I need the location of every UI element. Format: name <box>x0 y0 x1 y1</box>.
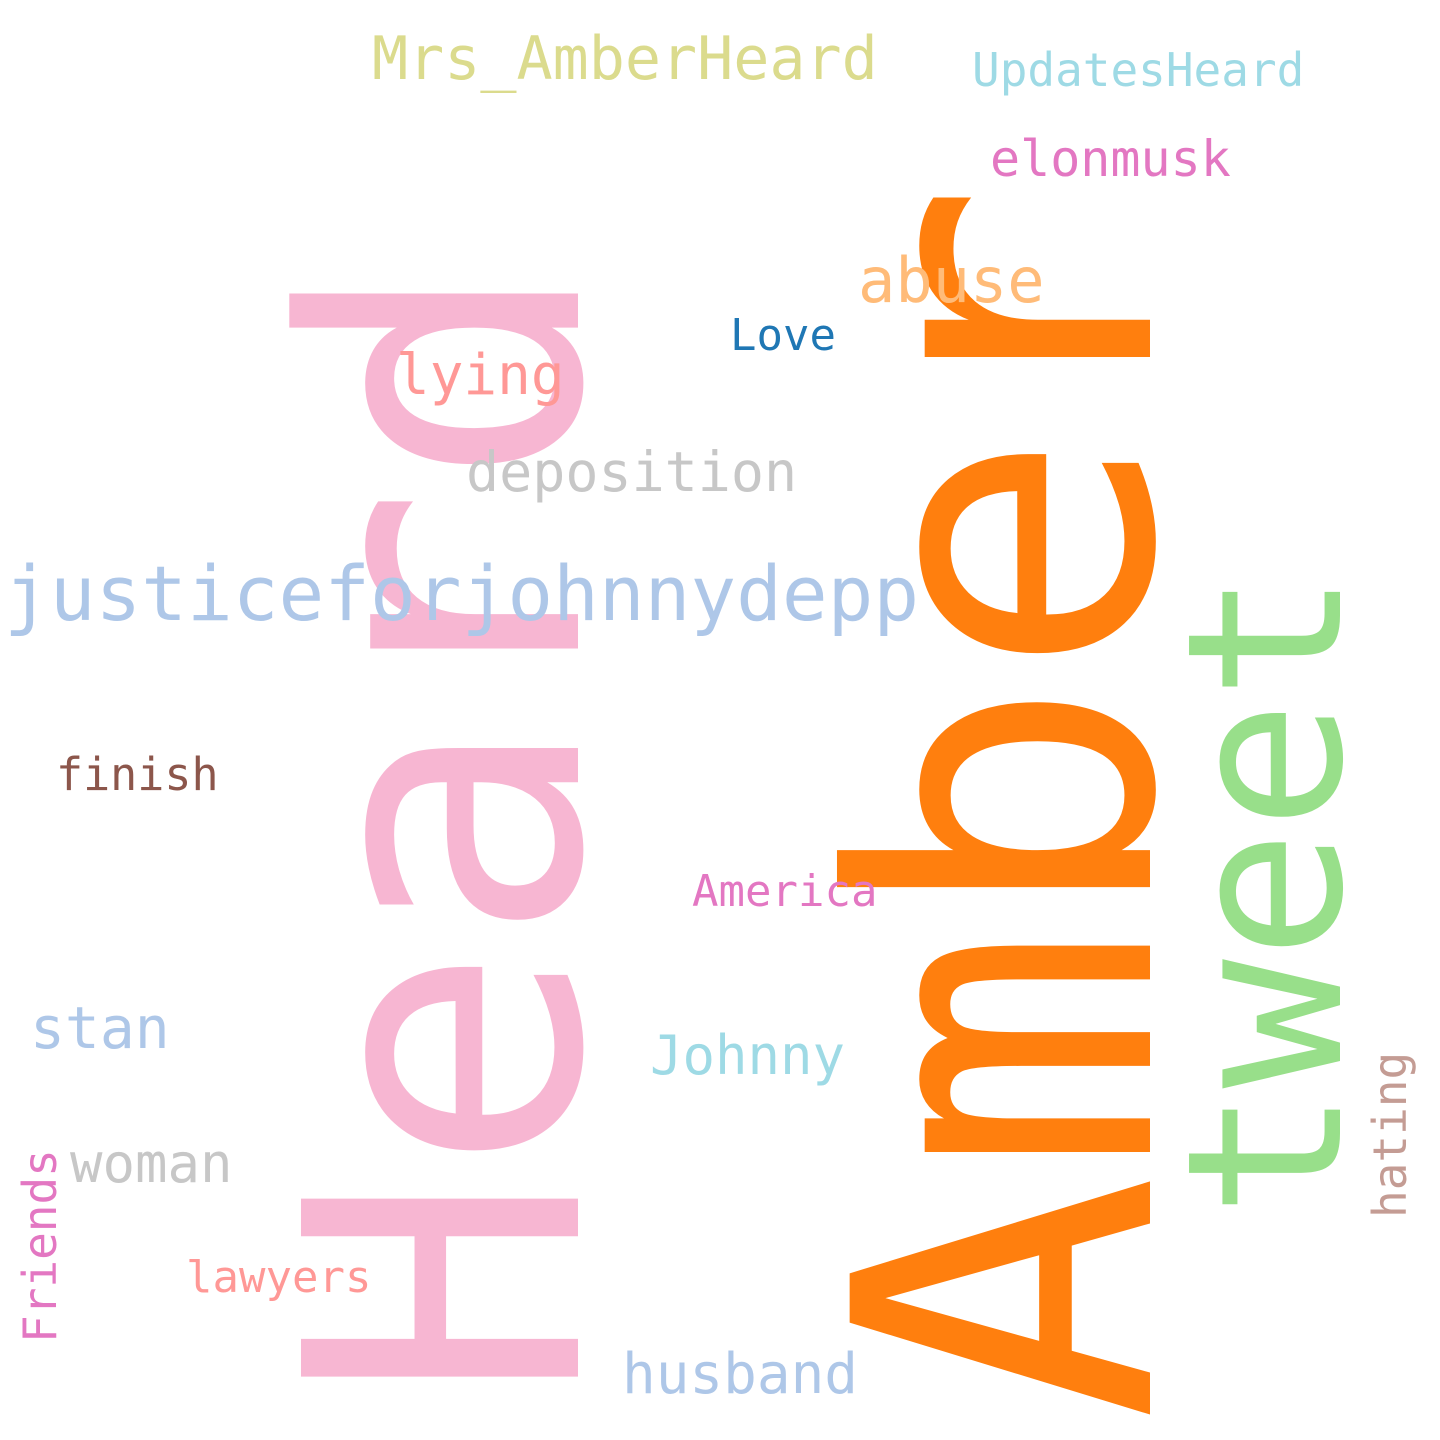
word-lawyers: lawyers <box>186 1252 371 1303</box>
word-husband: husband <box>622 1342 858 1407</box>
word-deposition: deposition <box>466 440 797 504</box>
word-heard: Heard <box>225 258 668 1402</box>
word-abuse: abuse <box>858 244 1045 317</box>
word-friends: Friends <box>13 1149 67 1343</box>
word-justiceforjohnnydepp: justiceforjohnnydepp <box>4 549 919 638</box>
word-hating: hating <box>1363 1052 1417 1218</box>
word-stan: stan <box>30 994 170 1062</box>
word-updatesheard: UpdatesHeard <box>972 43 1304 97</box>
word-mrs-amberheard: Mrs_AmberHeard <box>372 24 878 94</box>
word-america: America <box>692 866 877 917</box>
word-woman: woman <box>70 1132 233 1195</box>
word-tweet: tweet <box>1140 571 1391 1218</box>
word-elonmusk: elonmusk <box>990 130 1231 188</box>
word-love: Love <box>730 310 836 361</box>
word-amber: Amber <box>769 182 1248 1422</box>
word-lying: lying <box>396 343 565 408</box>
word-finish: finish <box>56 748 219 801</box>
word-johnny: Johnny <box>650 1024 845 1087</box>
